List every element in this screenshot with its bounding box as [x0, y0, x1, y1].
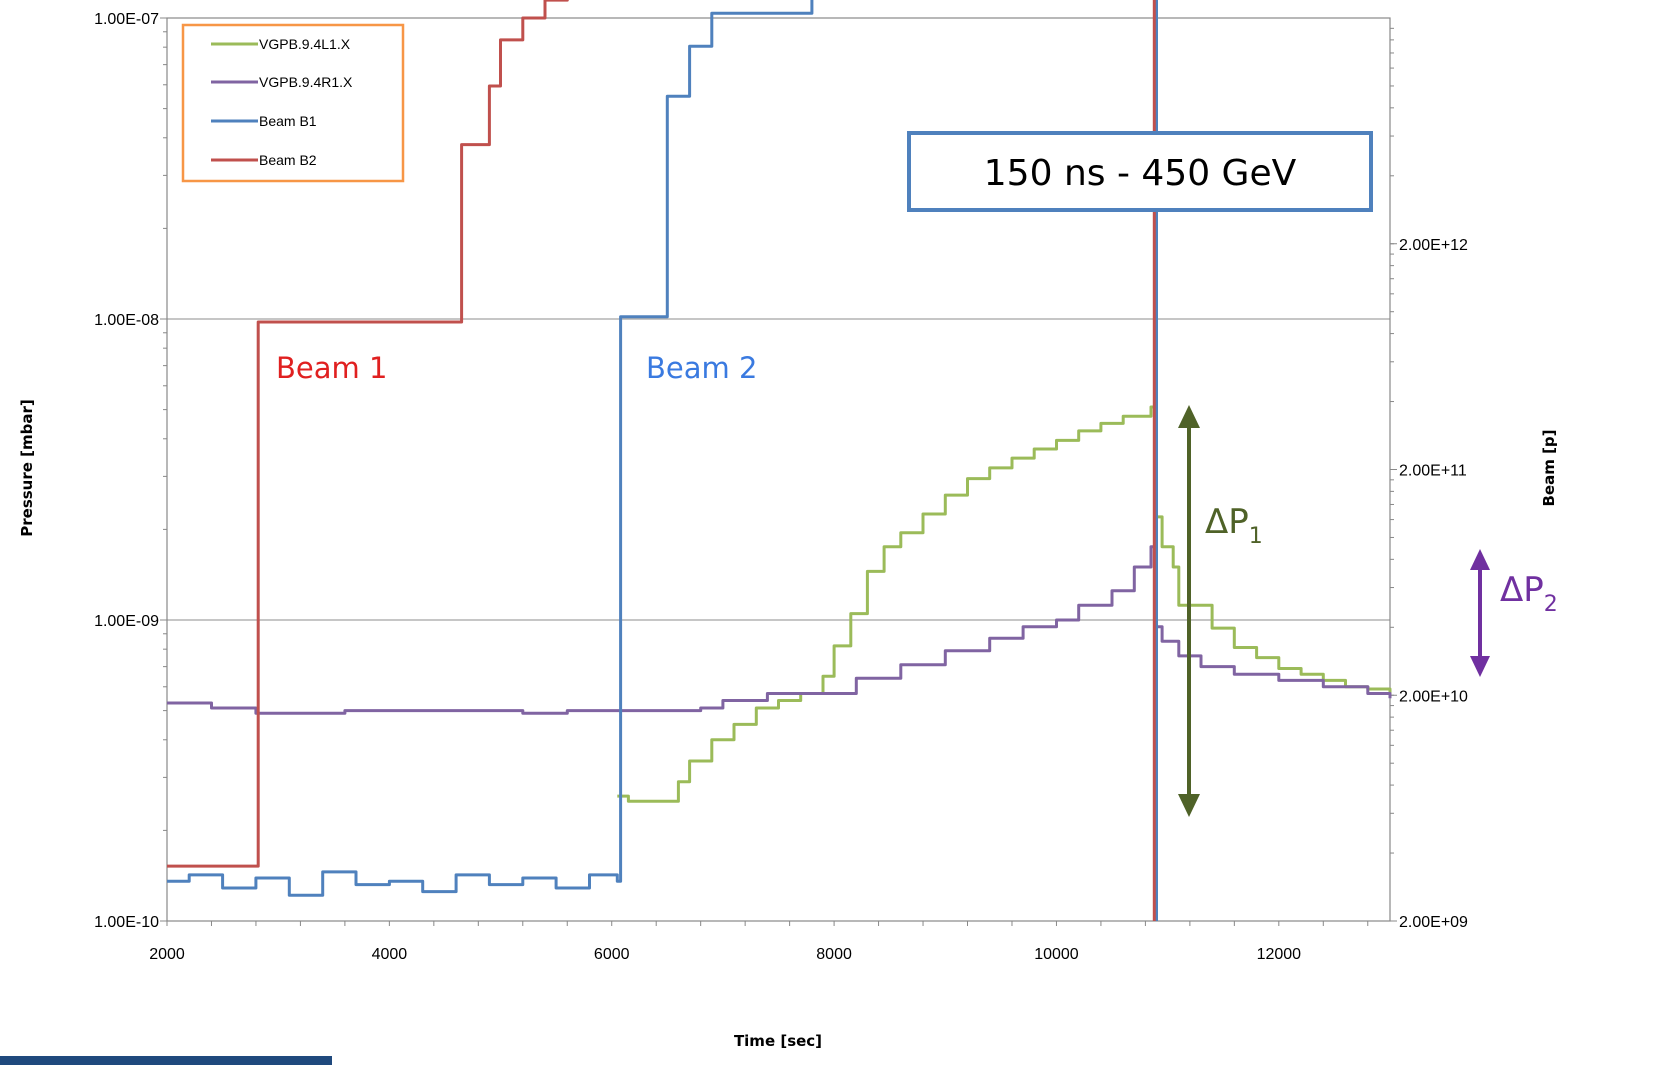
legend-label-vgpb-r1: VGPB.9.4R1.X	[259, 74, 353, 90]
y-tick-label: 1.00E-08	[94, 312, 159, 329]
annotation-box-text: 150 ns - 450 GeV	[984, 153, 1297, 194]
y-tick-label: 1.00E-07	[94, 11, 159, 28]
annotation-box-frame	[907, 131, 1373, 212]
series-line-beam-b2	[167, 0, 1156, 921]
y2-tick-label: 2.00E+11	[1399, 463, 1467, 480]
x-tick-label: 2000	[149, 946, 185, 963]
annotation-beam-1: Beam 1	[276, 351, 387, 385]
x-tick-label: 12000	[1257, 946, 1302, 963]
y2-tick-label: 2.00E+12	[1399, 237, 1468, 254]
series-line-vgpb-9-4r1-x	[167, 545, 1392, 715]
x-tick-label: 10000	[1034, 946, 1079, 963]
y2-tick-label: 2.00E+10	[1399, 688, 1468, 705]
legend-label-beam-b1: Beam B1	[259, 113, 317, 129]
delta-p2-label: ΔP2	[1500, 570, 1558, 617]
footer-bar	[0, 1056, 332, 1065]
y2-tick-label: 2.00E+09	[1399, 914, 1468, 931]
legend-box	[181, 23, 405, 183]
annotation-beam-2: Beam 2	[646, 351, 757, 385]
delta-p2-arrow	[1470, 549, 1490, 677]
y2-axis-title: Beam [p]	[1540, 429, 1558, 506]
x-tick-label: 6000	[594, 946, 630, 963]
x-tick-label: 8000	[816, 946, 852, 963]
legend-label-beam-b2: Beam B2	[259, 152, 317, 168]
annotation-box: 150 ns - 450 GeV	[907, 131, 1373, 212]
x-axis-title: Time [sec]	[734, 1032, 822, 1050]
axis-ticks: 1.00E-10 1.00E-09 1.00E-08 1.00E-07 2.00E+09…	[94, 11, 1468, 963]
x-tick-label: 4000	[372, 946, 408, 963]
series-line-vgpb-9-4l1-x	[617, 405, 1392, 803]
y-axis-title: Pressure [mbar]	[18, 399, 36, 537]
legend: VGPB.9.4L1.X VGPB.9.4R1.X Beam B1 Beam B…	[181, 23, 405, 183]
delta-p1-label: ΔP1	[1205, 502, 1263, 549]
y-tick-label: 1.00E-10	[94, 914, 159, 931]
series-lines	[167, 0, 1392, 921]
delta-p1-arrow	[1178, 405, 1200, 817]
y-tick-label: 1.00E-09	[94, 613, 159, 630]
legend-label-vgpb-l1: VGPB.9.4L1.X	[259, 36, 351, 52]
series-line-beam-b1	[167, 0, 1158, 921]
